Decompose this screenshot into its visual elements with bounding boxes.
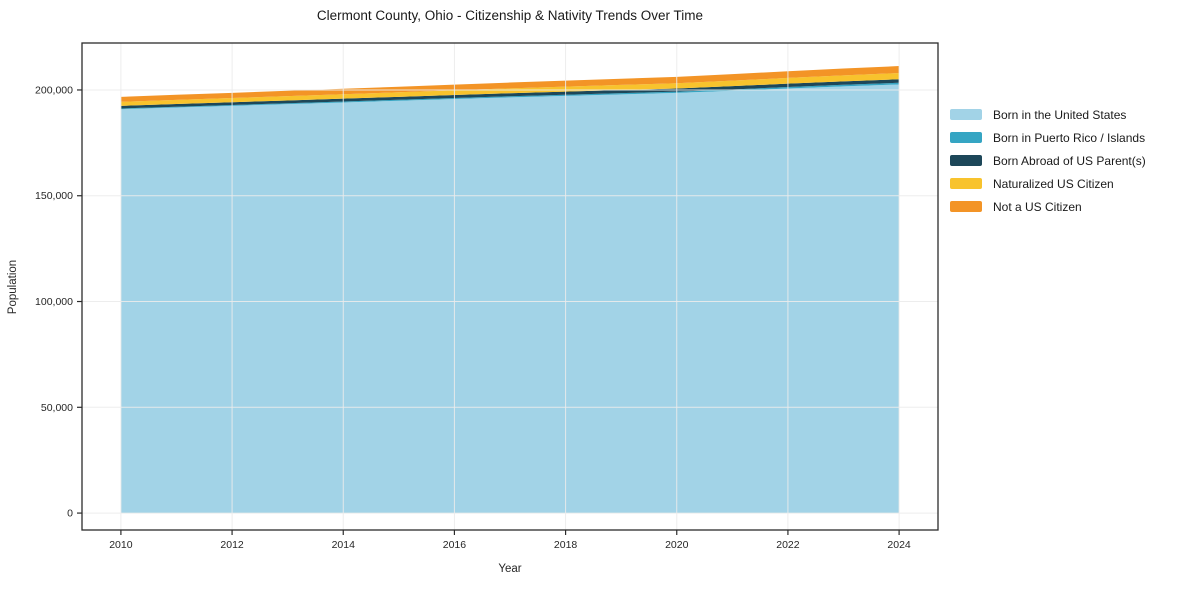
area-series xyxy=(120,84,900,514)
legend-swatch xyxy=(950,155,982,166)
y-tick-label: 200,000 xyxy=(35,84,73,96)
legend-swatch xyxy=(950,178,982,189)
x-tick-label: 2018 xyxy=(554,539,578,551)
y-tick-label: 50,000 xyxy=(41,402,73,414)
x-axis-label: Year xyxy=(498,563,522,575)
legend-swatch xyxy=(950,132,982,143)
legend-label: Born in the United States xyxy=(993,107,1127,122)
area-series xyxy=(120,73,900,106)
area-series xyxy=(120,66,900,102)
legend-item: Not a US Citizen xyxy=(950,195,1146,218)
x-tick-label: 2022 xyxy=(776,539,800,551)
y-tick-label: 0 xyxy=(67,508,73,520)
legend-label: Naturalized US Citizen xyxy=(993,176,1114,191)
legend-item: Born in the United States xyxy=(950,103,1146,126)
legend-item: Naturalized US Citizen xyxy=(950,172,1146,195)
x-tick-label: 2024 xyxy=(887,539,911,551)
legend-item: Born Abroad of US Parent(s) xyxy=(950,149,1146,172)
legend-label: Born in Puerto Rico / Islands xyxy=(993,130,1146,145)
x-tick-label: 2012 xyxy=(220,539,244,551)
legend-label: Born Abroad of US Parent(s) xyxy=(993,153,1146,168)
x-tick-label: 2020 xyxy=(665,539,689,551)
legend: Born in the United States Born in Puerto … xyxy=(950,103,1146,218)
y-tick-label: 150,000 xyxy=(35,190,73,202)
chart-title: Clermont County, Ohio - Citizenship & Na… xyxy=(316,8,704,23)
x-tick-label: 2014 xyxy=(332,539,356,551)
x-tick-label: 2010 xyxy=(109,539,133,551)
legend-swatch xyxy=(950,109,982,120)
legend-swatch xyxy=(950,201,982,212)
y-axis-label: Population xyxy=(7,259,19,315)
legend-item: Born in Puerto Rico / Islands xyxy=(950,126,1146,149)
axes-box xyxy=(81,42,939,531)
area-series xyxy=(120,79,900,109)
x-tick-label: 2016 xyxy=(443,539,467,551)
area-series xyxy=(120,82,900,110)
legend-label: Not a US Citizen xyxy=(993,199,1082,214)
y-tick-label: 100,000 xyxy=(35,296,73,308)
